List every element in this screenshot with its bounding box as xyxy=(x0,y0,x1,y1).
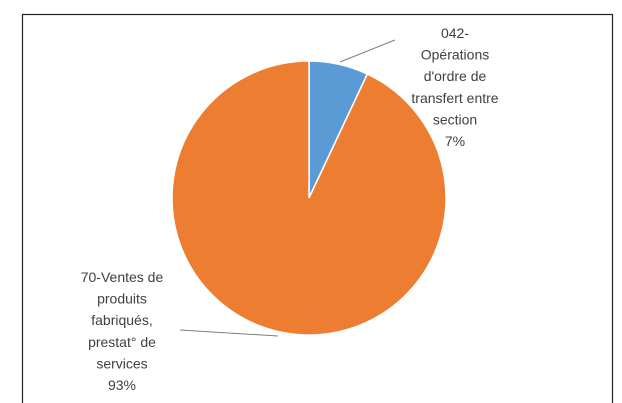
category-label: 70-Ventes de produits fabriqués, prestat° d… xyxy=(81,269,164,371)
pie-slice xyxy=(171,60,447,336)
chart-frame xyxy=(21,13,614,403)
category-label: 042-Opérations d'ordre de transfert entre s… xyxy=(411,25,498,127)
leader-line xyxy=(179,329,279,337)
value-label: 7% xyxy=(445,133,465,149)
value-label: 93% xyxy=(108,377,136,393)
leader-line xyxy=(339,39,396,63)
